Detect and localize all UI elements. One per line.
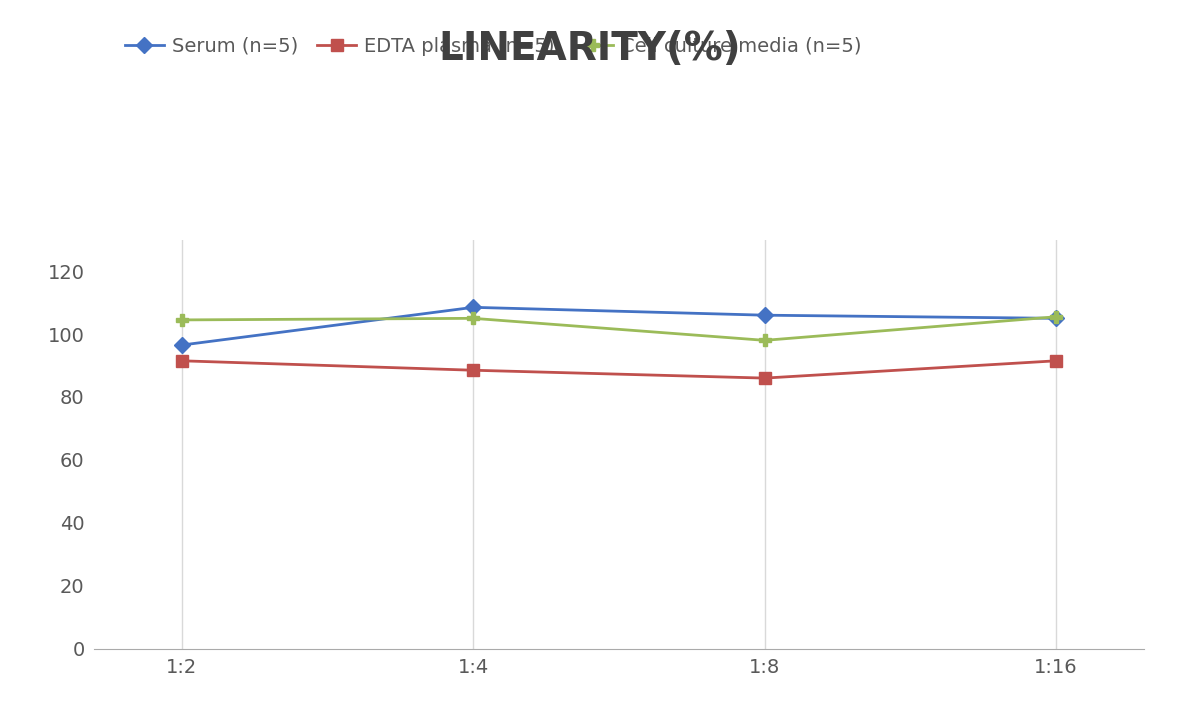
Serum (n=5) <box>1049 314 1063 323</box>
EDTA plasma (n=5) <box>466 366 480 374</box>
Line: EDTA plasma (n=5): EDTA plasma (n=5) <box>176 355 1062 384</box>
Legend: Serum (n=5), EDTA plasma (n=5), Cell culture media (n=5): Serum (n=5), EDTA plasma (n=5), Cell cul… <box>125 37 861 56</box>
Line: Cell culture media (n=5): Cell culture media (n=5) <box>176 310 1062 347</box>
Cell culture media (n=5) <box>758 336 772 345</box>
EDTA plasma (n=5) <box>758 374 772 382</box>
Serum (n=5) <box>174 341 189 349</box>
Cell culture media (n=5) <box>174 316 189 324</box>
Cell culture media (n=5) <box>466 314 480 323</box>
Cell culture media (n=5) <box>1049 312 1063 321</box>
Serum (n=5) <box>758 311 772 319</box>
Line: Serum (n=5): Serum (n=5) <box>176 302 1062 350</box>
Serum (n=5) <box>466 303 480 312</box>
Text: LINEARITY(%): LINEARITY(%) <box>439 30 740 68</box>
EDTA plasma (n=5) <box>174 357 189 365</box>
EDTA plasma (n=5) <box>1049 357 1063 365</box>
